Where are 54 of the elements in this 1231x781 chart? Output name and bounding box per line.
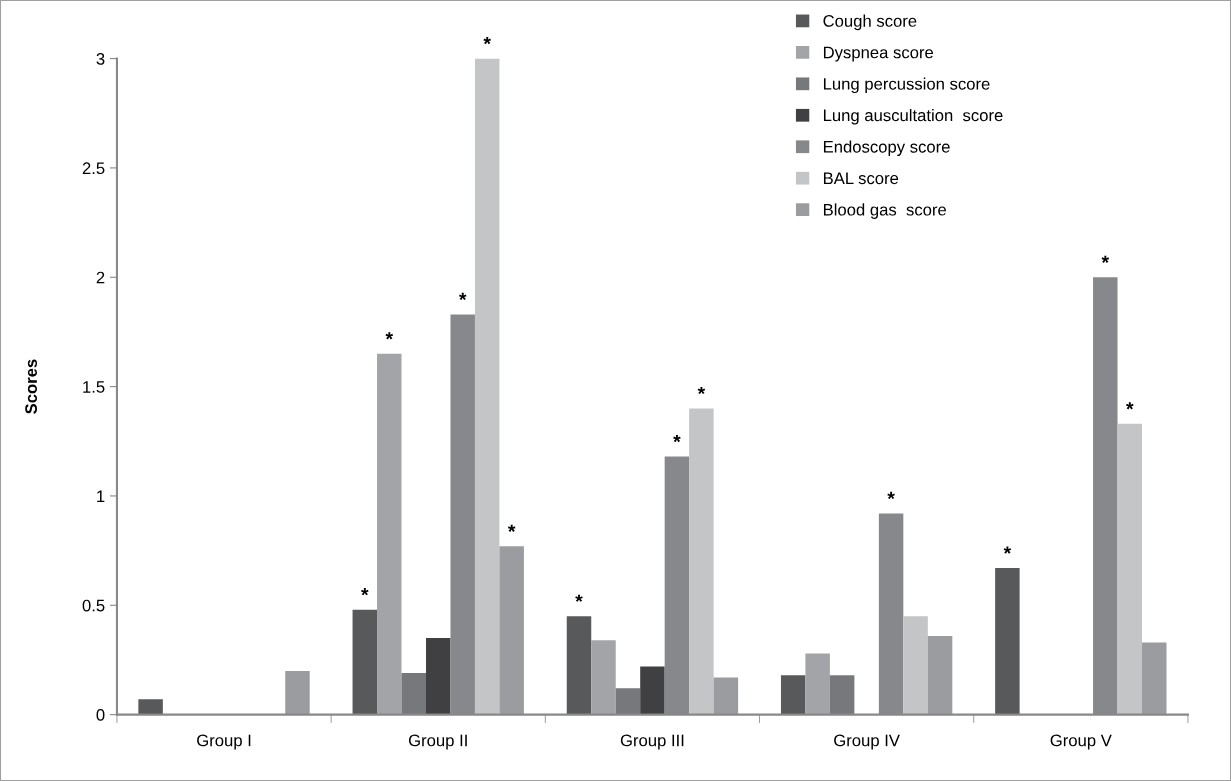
legend-label: Cough score (823, 14, 917, 31)
data-label: * (507, 524, 516, 532)
data-label: * (673, 434, 681, 443)
data-label: * (458, 292, 467, 301)
data-label: * (1101, 255, 1110, 263)
legend-label: Endoscopy score (823, 140, 950, 156)
y-tick-label: 3 (96, 52, 105, 65)
bar (805, 653, 830, 715)
y-tick-label: 0 (96, 709, 105, 721)
data-label: * (1126, 402, 1134, 410)
bar (377, 353, 402, 715)
data-label: * (385, 332, 394, 340)
data-label: * (887, 491, 895, 500)
bar (1142, 642, 1167, 715)
x-tick-label: Group IV (834, 734, 900, 750)
x-tick-label: Group I (197, 734, 251, 750)
bar (401, 673, 426, 715)
legend-label: BAL score (823, 172, 899, 185)
bar (689, 408, 714, 715)
bar (713, 677, 739, 715)
bar (591, 640, 616, 715)
data-label: * (361, 588, 369, 596)
bar (829, 675, 855, 715)
bar (352, 609, 378, 715)
bar (927, 635, 953, 715)
bar (1117, 423, 1143, 715)
bar (995, 568, 1020, 715)
y-tick-label: 1.5 (83, 381, 105, 393)
bar (138, 699, 163, 715)
y-tick-label: 1 (97, 490, 105, 502)
x-tick-label: Group V (1050, 734, 1112, 750)
bar (903, 616, 928, 715)
bar (285, 670, 310, 715)
data-label: * (697, 386, 706, 395)
bar (780, 675, 806, 715)
legend-label: Dyspnea score (823, 46, 934, 62)
data-label: * (575, 594, 583, 602)
bar (566, 616, 592, 715)
x-tick-label: Group III (620, 734, 684, 750)
legend-label: Lung percussion score (823, 77, 990, 94)
y-tick-label: 0.5 (82, 599, 105, 612)
bar (474, 58, 500, 715)
legend-label: Lung auscultation score (823, 108, 1003, 125)
y-axis-title: Scores (25, 359, 38, 414)
legend-label: Blood gas score (823, 203, 947, 219)
bar (640, 666, 665, 715)
data-label: * (483, 37, 491, 45)
bar (615, 688, 641, 715)
y-tick-label: 2.5 (82, 162, 105, 175)
data-label: * (1003, 546, 1012, 554)
y-tick-label: 2 (96, 271, 105, 284)
bar (426, 638, 451, 715)
bar (499, 546, 524, 715)
x-tick-label: Group II (408, 734, 467, 750)
